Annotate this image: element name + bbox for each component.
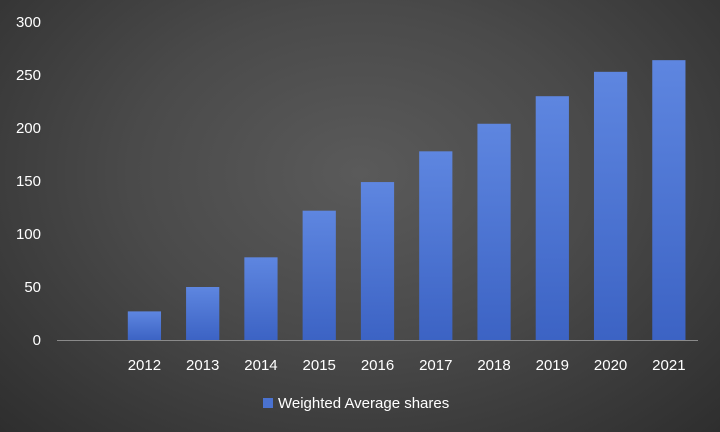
y-axis-tick-labels: 0 50 100 150 200 250 300 [16,14,41,349]
legend-swatch [263,398,273,408]
y-tick-label-50: 50 [24,279,41,296]
y-tick-label-100: 100 [16,226,41,243]
y-tick-label-250: 250 [16,67,41,84]
x-tick-label-2020: 2020 [594,357,627,374]
bar-2015 [302,210,336,340]
x-tick-label-2014: 2014 [244,357,277,374]
x-tick-label-2021: 2021 [652,357,685,374]
y-tick-label-300: 300 [16,14,41,31]
bar-2018 [477,123,511,340]
x-tick-label-2018: 2018 [477,357,510,374]
bar-2017 [419,151,453,340]
x-tick-label-2015: 2015 [303,357,336,374]
bar-2021 [652,60,686,340]
bar-2013 [186,287,220,340]
y-tick-label-150: 150 [16,173,41,190]
bar-series [127,60,686,340]
bar-2016 [360,182,395,340]
bar-2020 [593,71,628,340]
x-tick-label-2013: 2013 [186,357,219,374]
bar-2014 [244,257,278,340]
legend-label-weighted-average-shares: Weighted Average shares [278,395,449,412]
x-tick-label-2016: 2016 [361,357,394,374]
x-axis-tick-labels: 2012 2013 2014 2015 2016 2017 2018 2019 2020 2021 [128,357,686,374]
legend: Weighted Average shares [263,395,449,412]
y-tick-label-200: 200 [16,120,41,137]
bar-2019 [535,96,569,340]
y-tick-label-0: 0 [33,332,41,349]
x-tick-label-2017: 2017 [419,357,452,374]
x-tick-label-2019: 2019 [536,357,569,374]
x-tick-label-2012: 2012 [128,357,161,374]
bar-2012 [127,311,162,340]
